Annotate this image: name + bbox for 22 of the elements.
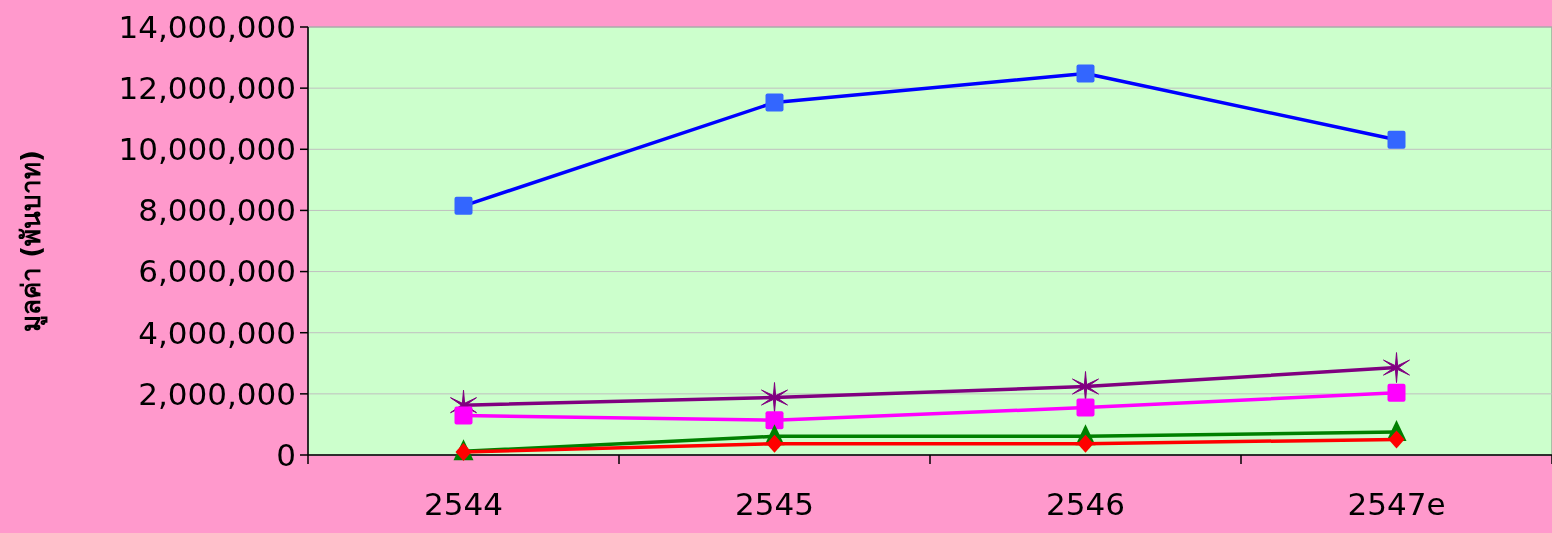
y-tick-label: 4,000,000 [138,314,296,351]
point [1076,398,1095,417]
y-tick-label: 6,000,000 [138,253,296,290]
y-tick-label: 12,000,000 [118,69,296,106]
x-tick-label: 2544 [424,486,503,522]
point [1388,430,1405,449]
point [761,382,788,414]
y-tick-label: 8,000,000 [138,192,296,229]
point [454,406,473,425]
y-tick-label: 0 [276,436,296,473]
x-tick-label: 2547e [1347,486,1446,522]
x-tick-label: 2546 [1046,486,1125,522]
y-tick-label: 2,000,000 [138,375,296,412]
point [766,434,783,453]
y-tick-label: 10,000,000 [118,131,296,168]
y-axis-title: มูลค่า (พันบาท) [16,150,48,332]
point [1077,434,1094,453]
x-tick-label: 2545 [735,486,814,522]
point [765,411,784,430]
point [1383,352,1410,384]
point [1387,383,1406,402]
y-tick-label: 14,000,000 [118,8,296,45]
